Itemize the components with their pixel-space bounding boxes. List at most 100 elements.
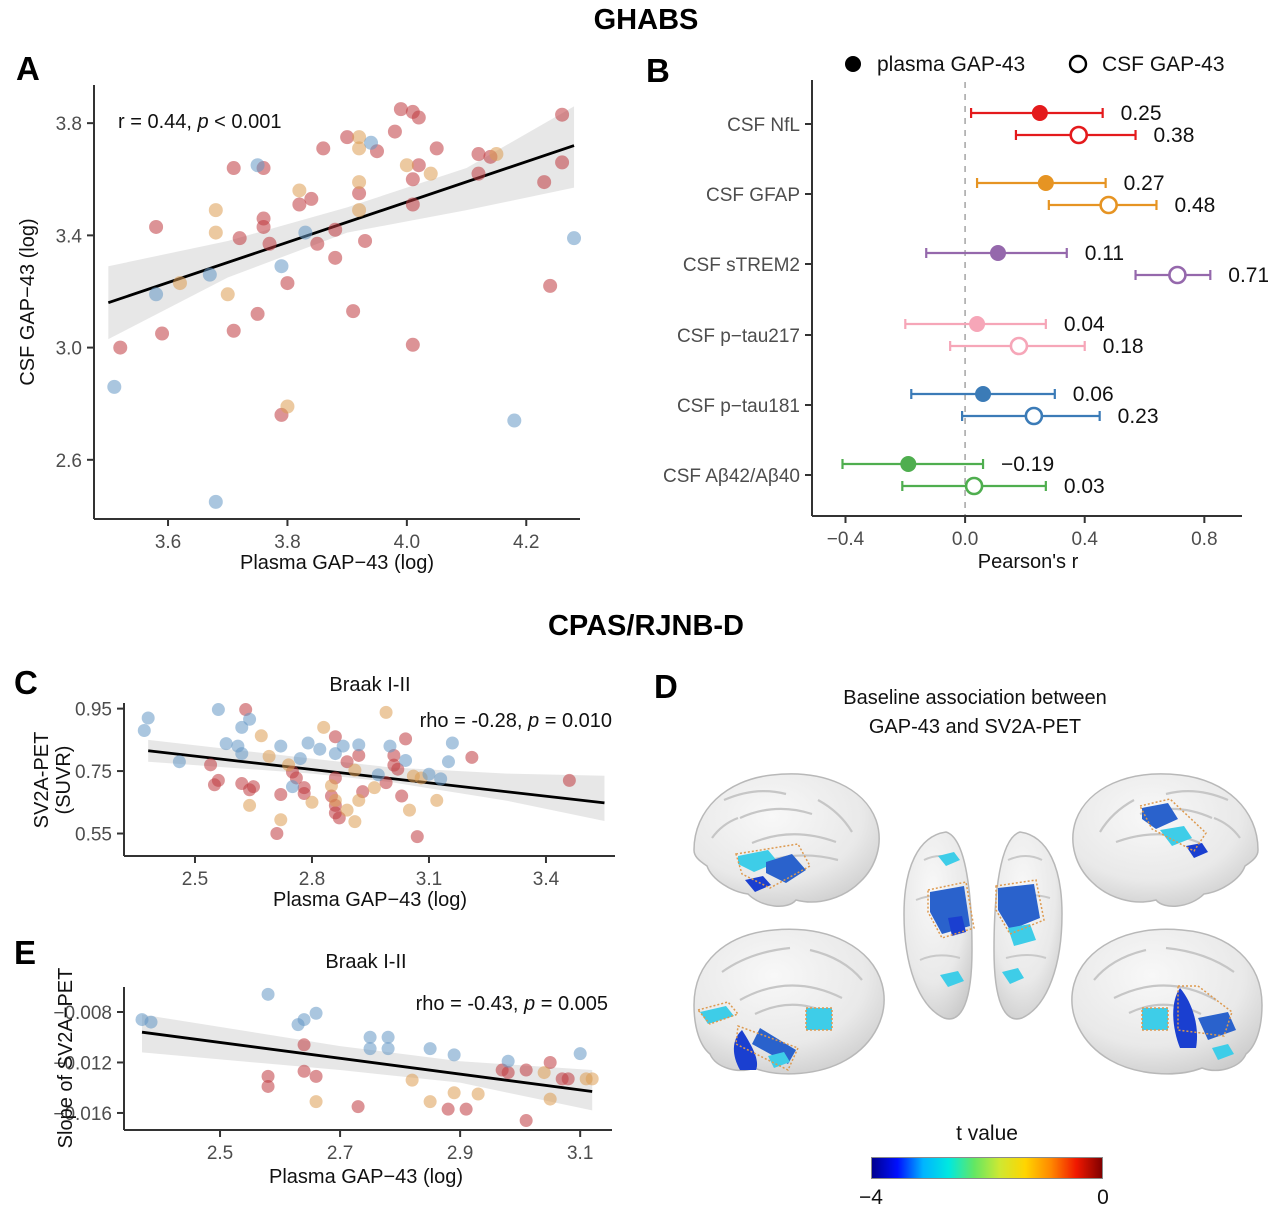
r-value-label: 0.03 bbox=[1064, 475, 1105, 498]
data-point-blue bbox=[501, 1054, 515, 1068]
r-value-label: 0.25 bbox=[1121, 102, 1162, 125]
data-point-red bbox=[226, 161, 241, 176]
data-point-red bbox=[328, 730, 342, 744]
data-point-blue bbox=[202, 267, 217, 282]
data-point-red bbox=[297, 787, 311, 801]
biomarker-row-label: CSF sTREM2 bbox=[683, 255, 800, 276]
data-point-blue bbox=[274, 739, 288, 753]
x-axis-label: Plasma GAP−43 (log) bbox=[240, 552, 434, 574]
data-point-red bbox=[113, 340, 128, 355]
data-point-red bbox=[410, 830, 424, 844]
data-point-red bbox=[261, 1079, 275, 1093]
data-point-red bbox=[411, 110, 426, 125]
data-point-tan bbox=[585, 1072, 599, 1086]
y-tick-label: 0.75 bbox=[75, 762, 112, 783]
data-point-red bbox=[358, 233, 373, 248]
data-point-tan bbox=[324, 779, 338, 793]
colorbar-title: t value bbox=[956, 1122, 1018, 1145]
r-value-label: 0.04 bbox=[1064, 313, 1105, 336]
y-tick-label: −0.012 bbox=[53, 1053, 112, 1074]
data-point-red bbox=[310, 236, 325, 251]
data-point-red bbox=[328, 250, 343, 265]
data-point-red bbox=[274, 787, 288, 801]
brain-lateral-right bbox=[1072, 773, 1259, 907]
data-point-blue bbox=[434, 772, 448, 786]
data-point-tan bbox=[172, 276, 187, 291]
data-point-tan bbox=[340, 803, 354, 817]
data-point-tan bbox=[352, 203, 367, 218]
scatter-plot-e: 2.5 2.7 2.9 3.1 −0.008 −0.012 −0.016 Plasma GAP… bbox=[53, 951, 612, 1188]
data-point-tan bbox=[280, 399, 295, 414]
csf-estimate-dot bbox=[1069, 125, 1089, 145]
y-axis-label: SV2A-PET(SUVR) bbox=[31, 732, 75, 829]
r-value-label: 0.06 bbox=[1073, 383, 1114, 406]
biomarker-row-label: CSF p−tau217 bbox=[677, 326, 800, 347]
data-point-red bbox=[352, 186, 367, 201]
plasma-estimate-dot bbox=[989, 245, 1006, 261]
data-point-blue bbox=[567, 231, 582, 246]
data-point-red bbox=[465, 750, 479, 764]
x-tick-label: 2.9 bbox=[447, 1143, 473, 1164]
biomarker-row-label: CSF Aβ42/Aβ40 bbox=[663, 466, 800, 487]
x-tick-label: 3.1 bbox=[416, 869, 442, 890]
data-point-tan bbox=[543, 1092, 557, 1106]
data-point-red bbox=[393, 102, 408, 117]
data-point-red bbox=[297, 1064, 311, 1078]
correlation-annotation: rho = -0.43, p = 0.005 bbox=[416, 993, 608, 1015]
data-point-blue bbox=[243, 712, 257, 726]
data-point-red bbox=[387, 124, 402, 139]
data-point-blue bbox=[423, 1042, 437, 1056]
data-point-blue bbox=[363, 1042, 377, 1056]
csf-estimate-dot bbox=[1024, 406, 1044, 426]
data-point-red bbox=[340, 130, 355, 145]
data-point-red bbox=[328, 222, 343, 237]
plasma-estimate-dot bbox=[1037, 175, 1054, 191]
panel-letter-b: B bbox=[646, 52, 670, 89]
x-tick-label: 0.4 bbox=[1072, 529, 1099, 550]
biomarker-row-label: CSF NfL bbox=[727, 115, 800, 136]
data-point-tan bbox=[309, 1095, 323, 1109]
x-tick-label: −0.4 bbox=[827, 529, 865, 550]
data-point-tan bbox=[348, 763, 362, 777]
colorbar-min-label: −4 bbox=[859, 1186, 883, 1209]
data-point-red bbox=[405, 197, 420, 212]
data-point-tan bbox=[220, 287, 235, 302]
r-value-label: 0.27 bbox=[1124, 172, 1165, 195]
data-point-tan bbox=[402, 803, 416, 817]
data-point-blue bbox=[313, 742, 327, 756]
data-point-tan bbox=[352, 130, 367, 145]
correlation-annotation: r = 0.44, p < 0.001 bbox=[118, 111, 281, 133]
data-point-red bbox=[155, 326, 170, 341]
data-point-red bbox=[352, 748, 366, 762]
data-point-red bbox=[340, 755, 354, 769]
data-point-blue bbox=[383, 739, 397, 753]
panel-letter-a: A bbox=[16, 50, 40, 87]
data-point-blue bbox=[274, 259, 289, 274]
y-tick-label: 0.95 bbox=[75, 700, 112, 721]
panel-subtitle: Braak I-II bbox=[329, 674, 410, 696]
data-point-red bbox=[297, 1038, 311, 1052]
data-point-red bbox=[459, 1102, 473, 1116]
r-value-label: 0.23 bbox=[1118, 405, 1159, 428]
brain-maps-panel bbox=[693, 773, 1263, 1075]
data-point-blue bbox=[144, 1015, 158, 1029]
y-tick-label: 3.0 bbox=[56, 339, 82, 360]
forest-plot-b: −0.4 0.0 0.4 0.8 Pearson's r CSF NfL 0.250.38 C… bbox=[663, 53, 1268, 573]
x-axis-label: Plasma GAP−43 (log) bbox=[269, 1166, 463, 1188]
panel-d-title-line2: GAP-43 and SV2A-PET bbox=[868, 716, 1082, 738]
data-point-tan bbox=[305, 795, 319, 809]
data-point-red bbox=[562, 773, 576, 787]
data-point-blue bbox=[447, 1048, 461, 1062]
data-point-red bbox=[149, 219, 164, 234]
data-point-blue bbox=[211, 703, 225, 717]
data-point-tan bbox=[405, 1073, 419, 1087]
plasma-estimate-dot bbox=[900, 456, 917, 472]
biomarker-row-label: CSF p−tau181 bbox=[677, 396, 800, 417]
panel-d-title: Baseline association between GAP-43 and … bbox=[690, 684, 1260, 742]
data-point-tan bbox=[471, 1087, 485, 1101]
data-point-tan bbox=[367, 781, 381, 795]
data-point-red bbox=[346, 304, 361, 319]
data-point-blue bbox=[285, 780, 299, 794]
data-point-red bbox=[351, 1100, 365, 1114]
